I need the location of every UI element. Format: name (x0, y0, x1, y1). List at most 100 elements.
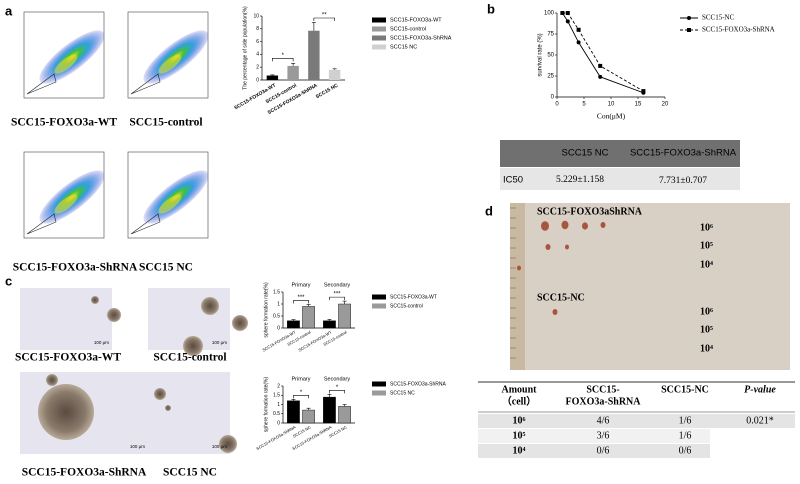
significance-label: * (300, 390, 303, 396)
category-label: Secondary (324, 376, 351, 382)
flow-gate (130, 73, 161, 95)
scale-bar-label: 100 μm (130, 444, 145, 449)
table-header: P-value (744, 384, 776, 395)
legend-label: SCC15-FOXO3a-WT (390, 294, 437, 300)
x-axis-label: Con(μM) (597, 112, 626, 121)
legend-label: SCC15-FOXO3a-WT (390, 17, 442, 23)
y-tick-label: 100 (544, 11, 555, 17)
marker (576, 27, 581, 32)
y-tick-label: 1.5 (273, 289, 280, 295)
table-row-bg (710, 428, 795, 458)
y-tick-label: 6 (256, 39, 259, 45)
y-tick-label: 1.5 (273, 393, 280, 399)
flow-core (158, 54, 182, 74)
bar (287, 65, 299, 80)
significance-bracket (293, 300, 309, 304)
table-header: SCC15-FOXO3a-ShRNA (630, 148, 737, 159)
sphere (232, 315, 248, 331)
significance-bracket (329, 390, 345, 394)
table-cell: 3/6 (597, 430, 610, 441)
legend-swatch (372, 381, 386, 387)
scale-bar-label: 100 μm (212, 444, 227, 449)
legend-swatch (372, 26, 386, 32)
series-line (562, 12, 644, 92)
tumor (565, 244, 569, 250)
table-cell: IC50 (503, 175, 523, 186)
table-row-bg (500, 168, 740, 190)
legend-label: SCC15-FOXO3a-ShRNA (390, 381, 447, 387)
table-cell: 7.731±0.707 (659, 176, 707, 186)
bar (287, 320, 300, 329)
y-axis-label: sphere formation rate(%) (263, 282, 269, 338)
tumor-photo (510, 203, 790, 370)
sphere (219, 435, 237, 453)
significance-label: *** (333, 292, 341, 298)
table-header-bg (500, 140, 740, 167)
table-row-bg (478, 444, 710, 458)
significance-label: *** (297, 295, 305, 301)
y-tick-label: 8 (256, 26, 259, 32)
panel-label: d (485, 203, 493, 218)
dose-label: 10⁵ (700, 324, 713, 335)
dose-label: 10⁵ (700, 240, 713, 251)
significance-bracket (329, 296, 345, 301)
marker (565, 11, 570, 15)
table-cell: 1/6 (679, 430, 692, 441)
significance-label: ** (322, 13, 327, 19)
dose-label: 10⁴ (700, 343, 713, 354)
significance-label: * (336, 385, 339, 391)
y-tick-label: 0 (551, 95, 555, 101)
tumor (600, 222, 606, 228)
table-row-bg (478, 429, 710, 443)
marker (641, 89, 646, 94)
table-cell: 0/6 (679, 445, 692, 456)
bar (302, 306, 315, 329)
tumor (541, 221, 549, 231)
panel-label: a (5, 3, 13, 18)
y-tick-label: 75 (547, 32, 554, 38)
tumor (552, 309, 558, 315)
bar (323, 320, 336, 329)
micrograph (20, 372, 148, 454)
marker (576, 40, 581, 45)
flow-plot (127, 151, 209, 239)
significance-label: * (282, 53, 285, 59)
sphere-caption: SCC15 NC (163, 467, 217, 479)
table-cell: 10⁶ (513, 415, 526, 426)
flow-plot (23, 11, 105, 99)
bar (328, 69, 341, 80)
sphere (201, 297, 219, 315)
significance-bracket (272, 58, 294, 62)
legend-label: SCC15-control (390, 303, 423, 309)
flow-gate (26, 213, 57, 235)
dose-label: 10⁶ (700, 222, 713, 233)
category-label: Primary (292, 282, 311, 288)
y-tick-label: 0.5 (273, 313, 280, 319)
flow-caption: SCC15-FOXO3a-ShRNA (13, 262, 138, 274)
y-tick-label: 10 (253, 13, 259, 19)
tumor (582, 222, 588, 230)
significance-bracket (313, 17, 335, 21)
y-axis-label: survival rate (%) (538, 33, 544, 76)
table-cell: 4/6 (597, 415, 610, 426)
legend-swatch (372, 17, 386, 23)
dose-label: 10⁶ (700, 306, 713, 317)
table-header: SCC15- (586, 384, 619, 395)
legend-label: SCC15-NC (702, 14, 735, 22)
table-cell: 10⁴ (513, 445, 526, 456)
table-header: SCC15-NC (661, 384, 709, 395)
table-row-bg (478, 414, 795, 428)
x-tick-label: 10 (608, 102, 615, 108)
flow-caption: SCC15-control (129, 117, 202, 129)
y-tick-label: 1 (277, 402, 280, 408)
table-header: SCC15 NC (562, 148, 609, 159)
legend-label: SCC15 NC (390, 390, 415, 396)
flow-caption: SCC15 NC (139, 262, 193, 274)
y-tick-label: 2 (277, 383, 280, 389)
legend-swatch (372, 35, 386, 41)
table-header: （cell） (502, 394, 536, 407)
x-tick-label: 20 (662, 102, 669, 108)
y-axis-label: sphere formation rate(%) (263, 377, 269, 433)
bar (266, 75, 279, 80)
